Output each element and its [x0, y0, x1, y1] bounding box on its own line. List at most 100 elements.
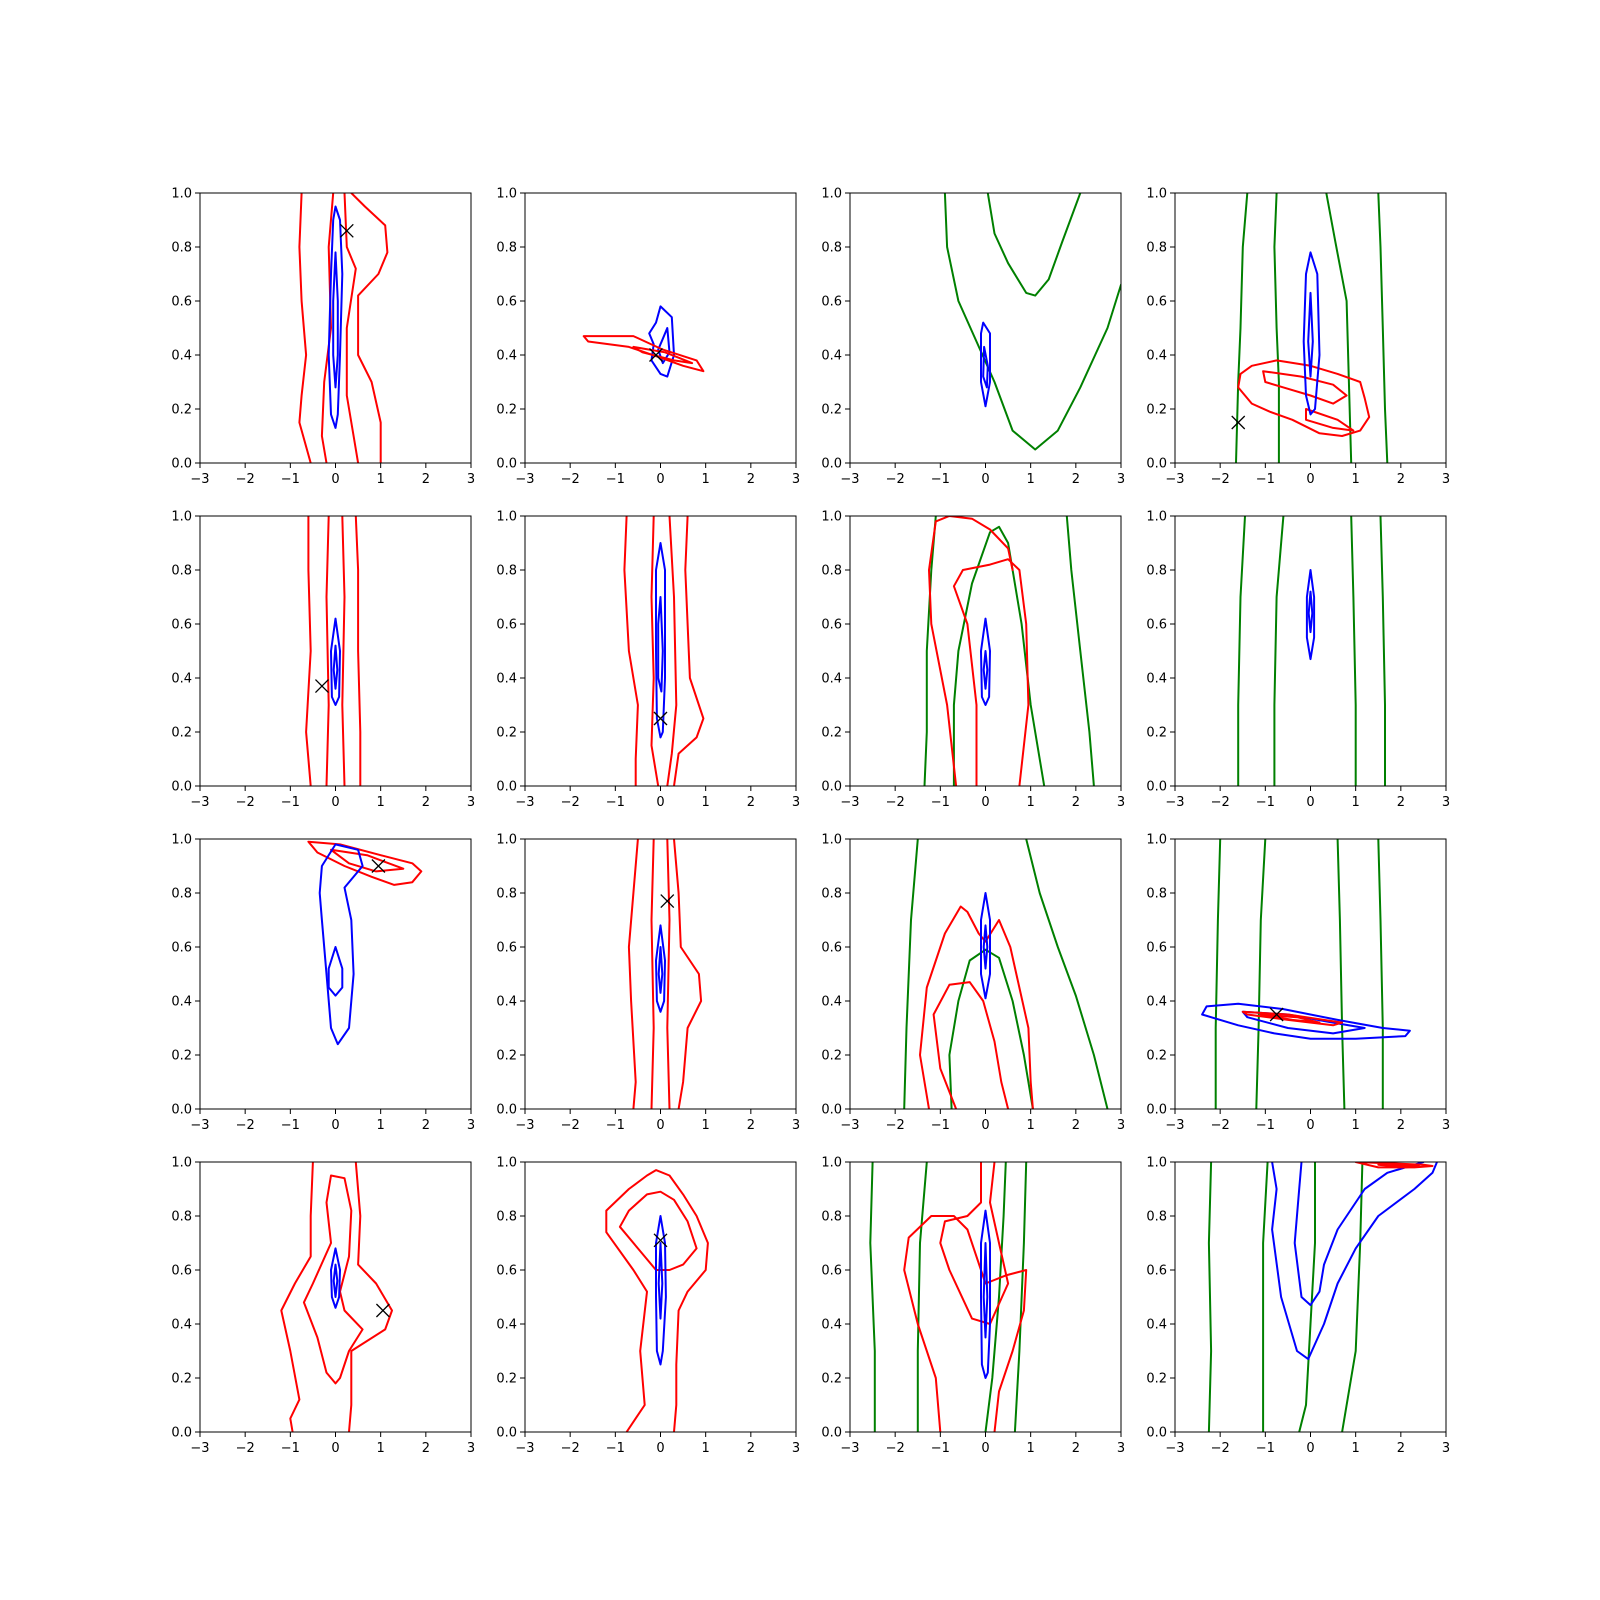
y-tick-label: 1.0 — [821, 833, 842, 848]
blue-contour-line — [648, 305, 675, 378]
y-tick-label: 0.8 — [821, 1210, 842, 1225]
x-tick-label: 1 — [377, 1441, 385, 1456]
y-tick-label: 0.4 — [821, 1318, 842, 1333]
x-tick-label: 0 — [981, 1118, 989, 1133]
y-tick-label: 0.2 — [496, 1049, 517, 1064]
y-tick-label: 1.0 — [496, 833, 517, 848]
red-contour-line — [673, 839, 703, 1109]
x-tick-label: −3 — [1165, 1118, 1184, 1133]
x-tick-label: −3 — [190, 1441, 209, 1456]
green-contour-line — [1325, 193, 1353, 463]
y-tick-label: 0.6 — [1146, 618, 1167, 633]
x-marker — [653, 1233, 668, 1248]
red-contour-line — [627, 839, 639, 1109]
blue-contour-line — [980, 617, 991, 706]
green-contour-line — [1065, 516, 1095, 786]
y-tick-label: 0.4 — [1146, 349, 1167, 364]
panel-4-3: −3 −2 −1 0 1 2 3 0.0 0.2 0.4 0.6 0.8 1.0 — [821, 1156, 1125, 1457]
x-tick-label: 1 — [702, 795, 710, 810]
green-contour-line — [1262, 1162, 1269, 1432]
x-marker — [653, 711, 668, 726]
y-tick-label: 0.8 — [496, 564, 517, 579]
red-contour-line — [903, 1215, 1028, 1432]
x-tick-label: 2 — [422, 1441, 430, 1456]
x-tick-label: 3 — [792, 1118, 800, 1133]
axes-frame — [849, 1161, 1122, 1433]
plot-area — [869, 1162, 1028, 1432]
x-tick-label: −2 — [561, 472, 580, 487]
x-tick-label: −3 — [515, 1441, 534, 1456]
x-marker — [375, 1303, 390, 1318]
green-contour-line — [1207, 1162, 1213, 1432]
axes-frame — [524, 1161, 797, 1433]
axes-frame — [1174, 515, 1447, 787]
green-contour-line — [1341, 1162, 1364, 1432]
x-tick-label: −3 — [515, 795, 534, 810]
blue-contour-line — [980, 892, 991, 1000]
y-tick-label: 0.6 — [821, 295, 842, 310]
axes-frame — [524, 515, 797, 787]
green-contour-line — [1379, 516, 1386, 786]
y-tick-label: 1.0 — [496, 187, 517, 202]
green-contour-line — [943, 193, 1121, 451]
y-tick-label: 0.6 — [496, 1264, 517, 1279]
x-tick-label: −3 — [515, 472, 534, 487]
red-contour-line — [582, 335, 705, 373]
panel-1-3: −3 −2 −1 0 1 2 3 0.0 0.2 0.4 0.6 0.8 1.0 — [821, 187, 1125, 488]
y-tick-label: 0.8 — [1146, 564, 1167, 579]
x-tick-label: −1 — [931, 1441, 950, 1456]
x-tick-label: −2 — [236, 795, 255, 810]
blue-contour-line — [327, 205, 344, 429]
y-tick-label: 0.8 — [496, 887, 517, 902]
y-tick-label: 0.4 — [171, 672, 192, 687]
green-contour-line — [1237, 516, 1246, 786]
plot-area — [627, 839, 703, 1109]
y-tick-label: 0.2 — [821, 726, 842, 741]
y-tick-label: 1.0 — [1146, 187, 1167, 202]
x-tick-label: 3 — [792, 1441, 800, 1456]
x-tick-label: −2 — [236, 472, 255, 487]
x-tick-label: 3 — [1117, 795, 1125, 810]
y-tick-label: 0.0 — [496, 1103, 517, 1118]
red-contour-line — [302, 1174, 364, 1385]
y-tick-label: 0.0 — [496, 1426, 517, 1441]
x-tick-label: −1 — [606, 1441, 625, 1456]
green-contour-line — [923, 516, 937, 786]
green-contour-line — [1235, 193, 1249, 463]
x-tick-label: −1 — [281, 1118, 300, 1133]
red-contour-line — [1259, 1013, 1321, 1024]
x-tick-label: −2 — [1211, 1118, 1230, 1133]
y-tick-label: 0.6 — [1146, 1264, 1167, 1279]
x-tick-label: 1 — [1352, 1441, 1360, 1456]
red-contour-line — [928, 520, 958, 786]
red-contour-line — [939, 1162, 1010, 1325]
y-tick-label: 0.8 — [496, 241, 517, 256]
blue-contour-line — [982, 650, 989, 690]
x-tick-label: −3 — [1165, 795, 1184, 810]
x-tick-label: 2 — [1072, 472, 1080, 487]
x-tick-label: 3 — [1117, 472, 1125, 487]
panel-3-3: −3 −2 −1 0 1 2 3 0.0 0.2 0.4 0.6 0.8 1.0 — [821, 833, 1125, 1134]
green-contour-line — [1025, 839, 1109, 1109]
plot-area — [923, 516, 1095, 786]
axes-frame — [524, 192, 797, 464]
x-tick-label: −3 — [1165, 1441, 1184, 1456]
x-tick-label: 0 — [1306, 1118, 1314, 1133]
blue-contour-line — [657, 1242, 664, 1320]
green-contour-line — [1214, 839, 1222, 1109]
x-tick-label: −2 — [236, 1118, 255, 1133]
y-tick-label: 0.2 — [1146, 403, 1167, 418]
panel-4-2: −3 −2 −1 0 1 2 3 0.0 0.2 0.4 0.6 0.8 1.0 — [496, 1156, 800, 1457]
x-tick-label: 2 — [747, 1118, 755, 1133]
blue-contour-line — [655, 1215, 667, 1366]
blue-contour-line — [1201, 1002, 1411, 1040]
x-tick-label: −1 — [931, 795, 950, 810]
red-contour-line — [952, 558, 1030, 786]
x-tick-label: 2 — [422, 1118, 430, 1133]
y-tick-label: 0.4 — [1146, 672, 1167, 687]
x-tick-label: 1 — [702, 1118, 710, 1133]
plot-area — [280, 1162, 393, 1432]
green-contour-line — [1336, 839, 1346, 1109]
red-contour-line — [666, 516, 678, 786]
